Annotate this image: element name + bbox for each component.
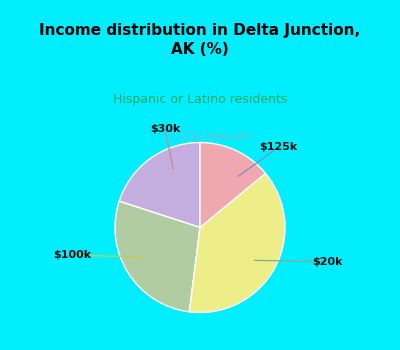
Text: Ⓜ City-Data.com: Ⓜ City-Data.com [171, 132, 252, 142]
Text: $125k: $125k [260, 142, 298, 152]
Text: $30k: $30k [150, 124, 180, 134]
Text: Income distribution in Delta Junction,
AK (%): Income distribution in Delta Junction, A… [40, 23, 360, 57]
Wedge shape [115, 201, 200, 312]
Wedge shape [189, 173, 285, 313]
Text: Hispanic or Latino residents: Hispanic or Latino residents [113, 93, 287, 106]
Wedge shape [119, 142, 200, 228]
Text: $20k: $20k [312, 257, 343, 267]
Wedge shape [200, 142, 266, 228]
Text: $100k: $100k [54, 250, 92, 260]
